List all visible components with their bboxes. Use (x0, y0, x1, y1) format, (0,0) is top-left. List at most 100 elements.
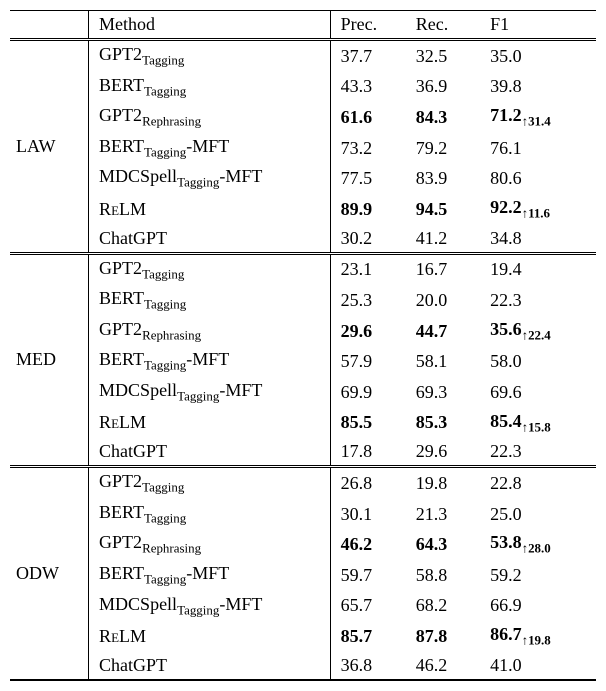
domain-label: LAW (10, 40, 89, 254)
rec-cell: 83.9 (410, 163, 484, 194)
table-row: LAWGPT2Tagging37.732.535.0 (10, 40, 596, 72)
prec-cell: 43.3 (330, 72, 410, 103)
prec-cell: 29.6 (330, 316, 410, 347)
method-cell: BERTTagging-MFT (89, 560, 331, 591)
method-cell: ChatGPT (89, 225, 331, 254)
table-row: ChatGPT30.241.234.8 (10, 225, 596, 254)
method-cell: BERTTagging-MFT (89, 346, 331, 377)
prec-cell: 65.7 (330, 591, 410, 622)
rec-cell: 41.2 (410, 225, 484, 254)
f1-cell: 22.8 (484, 467, 596, 499)
table-row: ReLM89.994.592.2↑11.6 (10, 194, 596, 225)
rec-cell: 79.2 (410, 133, 484, 164)
rec-cell: 87.8 (410, 621, 484, 652)
table-row: GPT2Rephrasing29.644.735.6↑22.4 (10, 316, 596, 347)
header-prec: Prec. (330, 11, 410, 40)
prec-cell: 17.8 (330, 438, 410, 467)
method-cell: ReLM (89, 621, 331, 652)
method-cell: ReLM (89, 194, 331, 225)
rec-cell: 58.1 (410, 346, 484, 377)
prec-cell: 25.3 (330, 285, 410, 316)
table-row: MDCSpellTagging-MFT77.583.980.6 (10, 163, 596, 194)
rec-cell: 64.3 (410, 529, 484, 560)
table-row: MDCSpellTagging-MFT69.969.369.6 (10, 377, 596, 408)
f1-cell: 85.4↑15.8 (484, 408, 596, 439)
prec-cell: 30.1 (330, 499, 410, 530)
table-header-row: Method Prec. Rec. F1 (10, 11, 596, 40)
method-cell: GPT2Tagging (89, 40, 331, 72)
method-cell: MDCSpellTagging-MFT (89, 591, 331, 622)
table-row: MDCSpellTagging-MFT65.768.266.9 (10, 591, 596, 622)
domain-label: ODW (10, 467, 89, 680)
f1-cell: 35.6↑22.4 (484, 316, 596, 347)
rec-cell: 58.8 (410, 560, 484, 591)
method-cell: GPT2Rephrasing (89, 102, 331, 133)
method-cell: ChatGPT (89, 438, 331, 467)
prec-cell: 30.2 (330, 225, 410, 254)
prec-cell: 85.7 (330, 621, 410, 652)
domain-label: MED (10, 253, 89, 467)
header-blank (10, 11, 89, 40)
table-row: ReLM85.585.385.4↑15.8 (10, 408, 596, 439)
prec-cell: 36.8 (330, 652, 410, 680)
method-cell: GPT2Rephrasing (89, 316, 331, 347)
method-cell: BERTTagging (89, 72, 331, 103)
f1-cell: 34.8 (484, 225, 596, 254)
rec-cell: 19.8 (410, 467, 484, 499)
f1-cell: 59.2 (484, 560, 596, 591)
rec-cell: 68.2 (410, 591, 484, 622)
results-table: Method Prec. Rec. F1 LAWGPT2Tagging37.73… (10, 10, 596, 681)
rec-cell: 85.3 (410, 408, 484, 439)
method-cell: GPT2Tagging (89, 467, 331, 499)
method-cell: GPT2Tagging (89, 253, 331, 285)
table-row: BERTTagging-MFT73.279.276.1 (10, 133, 596, 164)
f1-cell: 69.6 (484, 377, 596, 408)
method-cell: GPT2Rephrasing (89, 529, 331, 560)
prec-cell: 61.6 (330, 102, 410, 133)
header-f1: F1 (484, 11, 596, 40)
rec-cell: 36.9 (410, 72, 484, 103)
rec-cell: 20.0 (410, 285, 484, 316)
method-cell: ChatGPT (89, 652, 331, 680)
table-row: ODWGPT2Tagging26.819.822.8 (10, 467, 596, 499)
rec-cell: 44.7 (410, 316, 484, 347)
f1-cell: 22.3 (484, 285, 596, 316)
rec-cell: 32.5 (410, 40, 484, 72)
table-row: GPT2Rephrasing46.264.353.8↑28.0 (10, 529, 596, 560)
rec-cell: 69.3 (410, 377, 484, 408)
table-row: BERTTagging-MFT59.758.859.2 (10, 560, 596, 591)
rec-cell: 84.3 (410, 102, 484, 133)
rec-cell: 94.5 (410, 194, 484, 225)
header-rec: Rec. (410, 11, 484, 40)
table-row: BERTTagging43.336.939.8 (10, 72, 596, 103)
f1-cell: 86.7↑19.8 (484, 621, 596, 652)
method-cell: ReLM (89, 408, 331, 439)
f1-cell: 39.8 (484, 72, 596, 103)
table-row: ChatGPT17.829.622.3 (10, 438, 596, 467)
f1-cell: 53.8↑28.0 (484, 529, 596, 560)
f1-cell: 41.0 (484, 652, 596, 680)
f1-cell: 58.0 (484, 346, 596, 377)
prec-cell: 85.5 (330, 408, 410, 439)
rec-cell: 21.3 (410, 499, 484, 530)
table-row: BERTTagging30.121.325.0 (10, 499, 596, 530)
prec-cell: 59.7 (330, 560, 410, 591)
rec-cell: 46.2 (410, 652, 484, 680)
f1-cell: 76.1 (484, 133, 596, 164)
f1-cell: 19.4 (484, 253, 596, 285)
prec-cell: 57.9 (330, 346, 410, 377)
rec-cell: 29.6 (410, 438, 484, 467)
table-row: ReLM85.787.886.7↑19.8 (10, 621, 596, 652)
f1-cell: 35.0 (484, 40, 596, 72)
method-cell: MDCSpellTagging-MFT (89, 377, 331, 408)
table-row: GPT2Rephrasing61.684.371.2↑31.4 (10, 102, 596, 133)
prec-cell: 37.7 (330, 40, 410, 72)
prec-cell: 77.5 (330, 163, 410, 194)
method-cell: BERTTagging-MFT (89, 133, 331, 164)
table-row: BERTTagging-MFT57.958.158.0 (10, 346, 596, 377)
prec-cell: 23.1 (330, 253, 410, 285)
rec-cell: 16.7 (410, 253, 484, 285)
f1-cell: 92.2↑11.6 (484, 194, 596, 225)
f1-cell: 22.3 (484, 438, 596, 467)
table-row: BERTTagging25.320.022.3 (10, 285, 596, 316)
